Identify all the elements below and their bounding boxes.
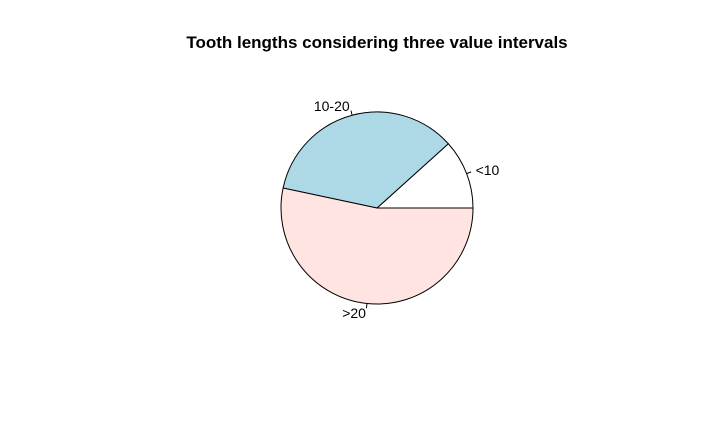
pie-label-tick-2 [350,110,353,116]
pie-slices [280,111,474,305]
pie-label-2: 10-20 [314,98,350,114]
pie-labels: <10 10-20 >20 [314,98,500,321]
pie-slice-1 [375,143,474,209]
chart-title: Tooth lengths considering three value in… [186,33,567,52]
pie-label-tick-3 [365,303,368,309]
pie-label-3: >20 [342,305,366,321]
pie-label-1: <10 [476,162,500,178]
pie-label-tick-1 [466,171,472,175]
